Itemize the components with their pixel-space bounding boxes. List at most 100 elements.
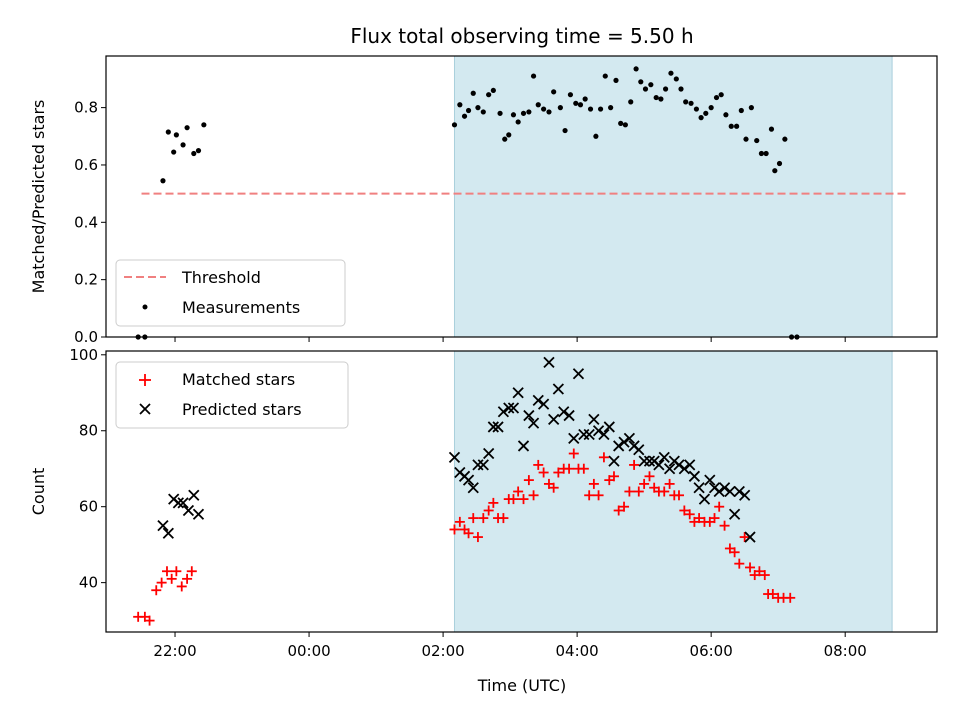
predicted-stars-point: [507, 402, 520, 414]
measurements-point: [683, 99, 689, 105]
matched-stars-point: [684, 509, 695, 520]
measurements-point: [506, 132, 512, 138]
matched-stars-point: [659, 486, 670, 497]
predicted-stars-point: [663, 463, 676, 475]
predicted-stars-point: [588, 413, 600, 425]
measurements-point: [520, 110, 527, 116]
predicted-stars-point: [678, 463, 690, 475]
count-points: [133, 356, 796, 626]
measurements-point: [562, 127, 568, 134]
predicted-stars-point: [537, 398, 550, 410]
matched-stars-point: [629, 459, 640, 470]
count-legend: Matched stars Predicted stars: [115, 361, 349, 429]
measurements-point: [490, 87, 496, 94]
measurements-point: [551, 89, 557, 95]
predicted-stars-point: [693, 482, 705, 494]
matched-stars-point: [714, 501, 725, 512]
predicted-stars-point: [532, 394, 544, 407]
measurements-point: [475, 105, 481, 111]
matched-stars-point: [588, 478, 599, 489]
measurements-point: [618, 120, 624, 126]
y-tick-label: 0.8: [74, 99, 98, 117]
measurements-point: [171, 149, 177, 155]
matched-stars-point: [538, 467, 549, 478]
matched-stars-point: [644, 471, 655, 482]
predicted-stars-point: [558, 406, 570, 418]
predicted-stars-point: [523, 409, 535, 422]
measurements-point: [577, 102, 584, 108]
predicted-stars-point: [192, 508, 205, 520]
matched-stars-point: [633, 486, 644, 497]
measurements-point: [457, 102, 463, 108]
predicted-stars-point: [517, 440, 530, 452]
measurements-point: [608, 105, 614, 111]
measurements-point: [734, 123, 740, 129]
predicted-stars-point: [633, 444, 645, 456]
count-y-axis-label: Count: [29, 468, 48, 516]
predicted-stars-point: [543, 356, 555, 369]
measurements-point: [633, 66, 639, 72]
predicted-stars-point: [673, 459, 685, 471]
matched-stars-point: [498, 513, 509, 524]
predicted-stars-point: [182, 504, 195, 517]
measurements-point: [693, 106, 700, 112]
measurements-point: [465, 107, 472, 114]
measurements-point: [628, 99, 634, 105]
predicted-stars-point: [688, 470, 701, 482]
predicted-stars-point: [487, 421, 499, 433]
measurements-point: [653, 94, 659, 101]
predicted-stars-point: [684, 459, 696, 471]
predicted-stars-point: [188, 489, 200, 501]
measurements-point: [703, 110, 709, 116]
matched-stars-point: [488, 497, 499, 508]
y-tick-label: 0.4: [74, 213, 98, 231]
matched-stars-point: [513, 486, 524, 497]
predicted-stars-point: [583, 428, 595, 441]
matched-stars-point: [151, 585, 162, 596]
count-y-axis-ticks: 40 60 80 100: [69, 346, 106, 592]
measurements-point: [613, 77, 619, 83]
matched-stars-point: [176, 581, 187, 592]
predicted-stars-point: [724, 485, 736, 498]
x-tick-label: 06:00: [690, 642, 733, 660]
legend-matched-swatch: [139, 374, 151, 386]
predicted-stars-point: [728, 508, 741, 520]
matched-stars-point: [608, 471, 619, 482]
matched-stars-point: [171, 566, 182, 577]
measurements-point: [708, 105, 714, 111]
matched-stars-point: [182, 573, 193, 584]
y-tick-label: 100: [69, 346, 98, 364]
predicted-stars-point: [563, 409, 575, 422]
measurement-points: [135, 66, 800, 340]
measurements-point: [772, 168, 778, 174]
y-tick-label: 80: [79, 422, 98, 440]
x-tick-label: 22:00: [153, 642, 196, 660]
measurements-point: [763, 150, 769, 157]
predicted-stars-point: [638, 455, 650, 467]
matched-stars-point: [548, 482, 559, 493]
matched-stars-point: [734, 558, 745, 569]
predicted-stars-point: [177, 497, 189, 509]
matched-stars-point: [463, 528, 474, 539]
measurements-point: [782, 136, 788, 142]
y-tick-label: 40: [79, 574, 98, 592]
measurements-point: [160, 178, 166, 184]
predicted-stars-point: [162, 527, 174, 539]
predicted-stars-point: [477, 459, 489, 471]
count-axes-frame: [105, 350, 938, 633]
predicted-stars-point: [598, 428, 610, 441]
observing-window-shade-bottom: [453, 350, 893, 633]
matched-stars-point: [161, 566, 172, 577]
matched-stars-point: [719, 520, 730, 531]
predicted-stars-point: [658, 451, 670, 463]
predicted-stars-point: [744, 531, 756, 543]
predicted-stars-point: [483, 447, 495, 460]
matched-stars-point: [144, 615, 155, 626]
ratio-y-axis-label: Matched/Predicted stars: [29, 100, 48, 294]
measurements-point: [480, 109, 486, 115]
predicted-stars-point: [552, 383, 564, 395]
matched-stars-point: [454, 516, 465, 527]
matched-stars-point: [593, 490, 604, 501]
legend-measurements-swatch: [142, 304, 148, 310]
